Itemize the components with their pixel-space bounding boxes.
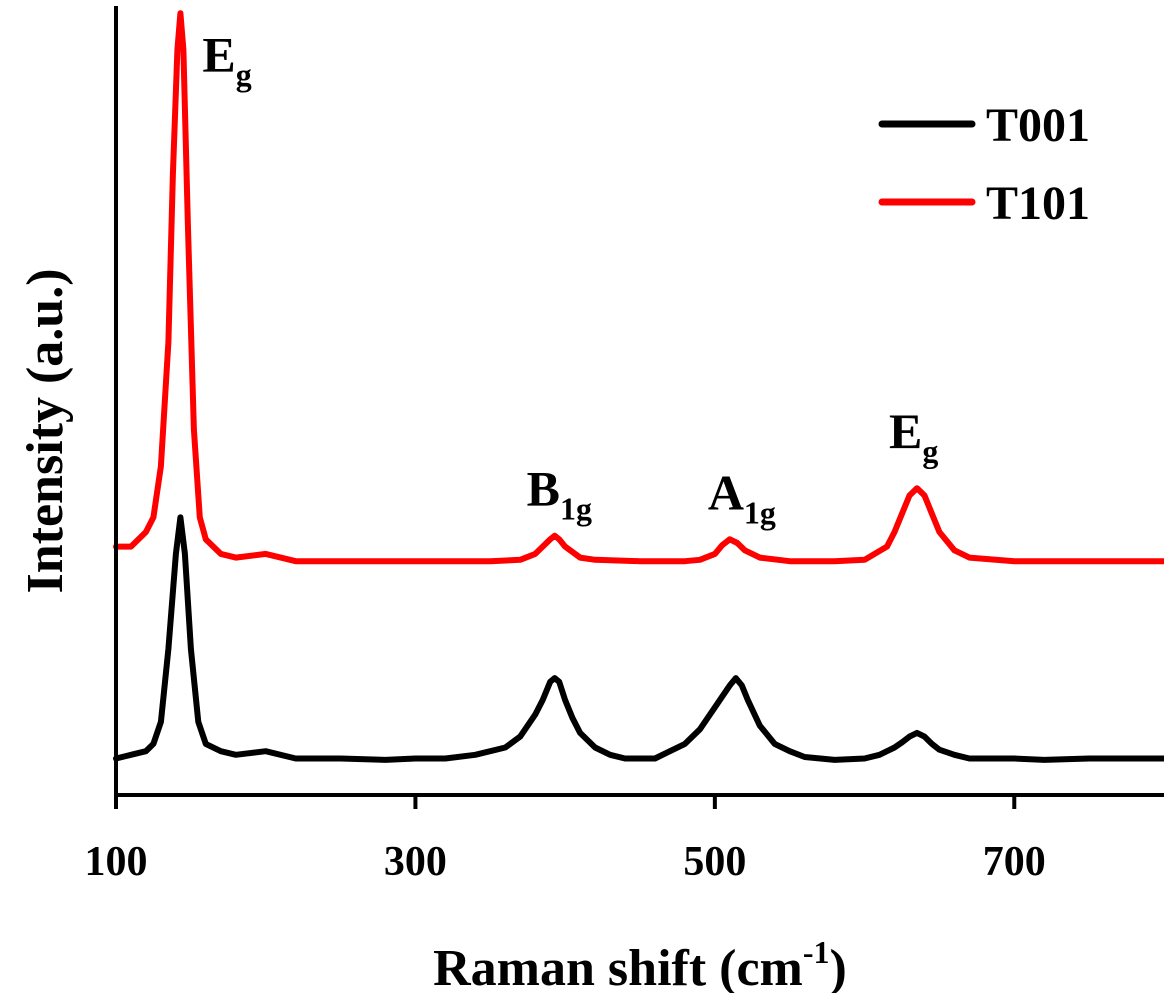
x-tick-label-700: 700	[983, 839, 1046, 885]
x-tick-label-300: 300	[384, 839, 447, 885]
peak-label-1: B1g	[527, 461, 592, 527]
x-axis-title-superscript: -1	[803, 934, 830, 970]
peak-label-2: A1g	[708, 464, 776, 530]
peak-label-sub: 1g	[560, 491, 592, 527]
x-axis-title: Raman shift (cm-1)	[433, 934, 847, 993]
peak-label-0: Eg	[202, 26, 251, 92]
legend-label-t101: T101	[986, 177, 1090, 230]
axes	[114, 6, 1164, 797]
x-axis-title-close: )	[830, 940, 847, 993]
peak-label-sub: g	[236, 56, 252, 92]
peak-label-sub: 1g	[744, 494, 776, 530]
peak-label-3: Eg	[889, 403, 938, 469]
peak-label-main: E	[202, 26, 235, 82]
peak-label-main: B	[527, 461, 560, 517]
peak-label-main: A	[708, 464, 744, 520]
peak-label-main: E	[889, 403, 922, 459]
x-ticks: 100 300 500 700	[85, 795, 1046, 885]
legend-label-t001: T001	[986, 99, 1090, 152]
peak-label-sub: g	[922, 433, 938, 469]
series-layer	[113, 10, 1164, 763]
x-tick-label-100: 100	[85, 839, 148, 885]
series-line-t101	[113, 10, 1164, 565]
x-tick-label-500: 500	[683, 839, 746, 885]
legend: T001 T101	[878, 99, 1090, 230]
y-axis-title: Intensity (a.u.)	[17, 268, 74, 593]
series-line-t001	[113, 514, 1164, 763]
